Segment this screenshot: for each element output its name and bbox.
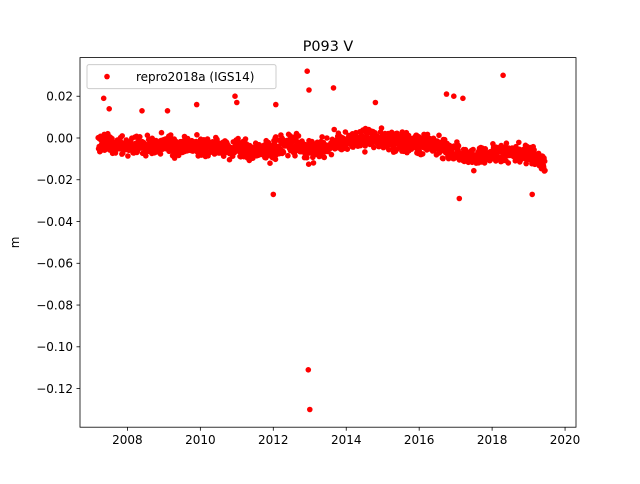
x-tick-label: 2012	[258, 433, 289, 447]
data-point-outlier	[305, 367, 312, 373]
data-point-outlier	[273, 101, 279, 108]
y-tick-label: −0.12	[36, 382, 73, 396]
x-tick-label: 2020	[550, 433, 581, 447]
x-tick-label: 2016	[404, 433, 435, 447]
x-tick-label: 2018	[477, 433, 508, 447]
data-point	[272, 156, 279, 163]
data-point	[157, 151, 164, 157]
data-point	[304, 154, 310, 161]
x-tick-label: 2014	[331, 433, 362, 447]
data-point	[362, 149, 368, 155]
data-point	[541, 158, 548, 164]
y-tick-label: −0.02	[36, 173, 73, 187]
data-point	[242, 136, 249, 142]
data-point-outlier	[234, 99, 240, 106]
y-axis: 0.02 0.00 −0.02 −0.04 −0.06 −0.08 −0.10 −0.12	[36, 90, 80, 396]
data-point	[440, 155, 446, 162]
data-point-outlier	[372, 99, 379, 106]
y-tick-label: −0.04	[36, 215, 73, 229]
data-point	[324, 135, 330, 141]
y-tick-label: 0.02	[46, 90, 73, 104]
data-point	[531, 147, 537, 153]
y-tick-label: −0.06	[36, 257, 73, 271]
data-point-outlier	[443, 91, 450, 97]
data-point-outlier	[106, 106, 112, 112]
data-point	[158, 129, 165, 136]
data-point-outlier	[306, 87, 312, 93]
data-point	[171, 155, 178, 161]
data-point	[436, 132, 442, 139]
data-point	[371, 144, 377, 151]
data-point	[378, 125, 385, 131]
data-point	[542, 167, 548, 174]
data-point-outlier	[304, 68, 311, 74]
data-point	[143, 153, 149, 159]
data-point-outlier	[139, 108, 145, 114]
data-point-outlier	[456, 195, 463, 202]
data-point	[310, 160, 317, 166]
y-tick-label: −0.10	[36, 340, 73, 354]
data-point	[285, 152, 291, 159]
y-tick-label: 0.00	[46, 131, 73, 145]
legend: repro2018a (IGS14)	[86, 64, 277, 90]
data-point-outlier	[451, 93, 457, 99]
data-point	[344, 146, 351, 152]
legend-marker	[104, 73, 110, 80]
data-point	[455, 143, 462, 149]
data-point-outlier	[529, 191, 535, 198]
data-point	[295, 133, 302, 139]
x-tick-label: 2008	[112, 433, 143, 447]
data-point	[144, 132, 151, 139]
data-point-outlier	[330, 85, 337, 91]
data-point	[319, 134, 325, 140]
data-point	[321, 154, 328, 161]
data-point	[505, 160, 512, 166]
x-axis: 2008 2010 2012 2014 2016 2018 2020	[112, 427, 580, 447]
axes-frame	[79, 57, 577, 428]
legend-entry-label: repro2018a (IGS14)	[136, 70, 254, 84]
data-point	[350, 144, 356, 150]
x-tick-label: 2010	[185, 433, 216, 447]
data-point	[424, 131, 431, 138]
data-point-outlier	[100, 95, 107, 102]
data-point	[471, 167, 477, 174]
y-axis-label: m	[8, 237, 22, 249]
data-point	[342, 129, 349, 135]
data-point-outlier	[270, 191, 277, 198]
data-point	[386, 146, 392, 153]
data-point	[503, 140, 510, 146]
data-point	[194, 132, 200, 138]
data-point-outlier	[164, 108, 171, 114]
data-point	[292, 153, 298, 159]
data-point-outlier	[500, 72, 506, 79]
data-point	[516, 139, 522, 146]
data-point	[119, 133, 125, 139]
data-point	[419, 151, 426, 157]
chart-title: P093 V	[303, 39, 354, 55]
data-point	[280, 149, 287, 156]
data-point	[125, 153, 131, 159]
data-point	[137, 134, 143, 140]
data-point	[328, 151, 335, 158]
data-point	[388, 129, 395, 136]
data-point-outlier	[193, 101, 200, 108]
data-point	[305, 161, 312, 167]
data-point	[331, 126, 338, 133]
plot-area	[95, 68, 548, 413]
data-point	[167, 132, 174, 138]
data-point-outlier	[232, 93, 238, 99]
data-point	[470, 146, 476, 153]
y-tick-label: −0.08	[36, 298, 73, 312]
data-point-outlier	[307, 406, 313, 413]
data-point-outlier	[460, 95, 466, 102]
data-point	[267, 160, 273, 166]
legend-box	[86, 64, 277, 90]
